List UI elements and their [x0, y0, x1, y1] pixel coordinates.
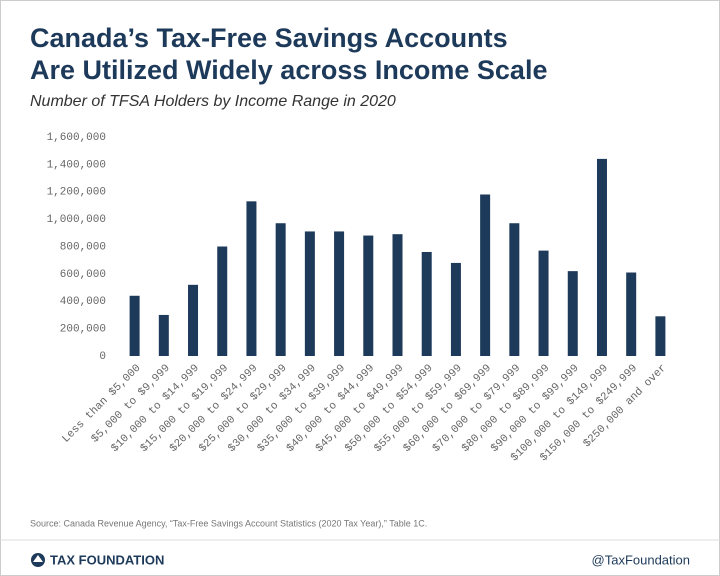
bar [538, 250, 549, 356]
bar [246, 201, 257, 356]
logo-glyph [33, 555, 43, 562]
bar [334, 231, 345, 356]
bar [421, 251, 432, 356]
y-tick-label: 600,000 [60, 269, 106, 281]
bar [626, 272, 637, 356]
y-tick-label: 1,400,000 [47, 159, 106, 171]
bar [158, 314, 169, 356]
footer-brand: TAX FOUNDATION [50, 552, 164, 567]
bar [363, 235, 374, 356]
bar [217, 246, 228, 356]
bar [567, 271, 578, 356]
bar [392, 234, 403, 356]
source: Source: Canada Revenue Agency, “Tax-Free… [30, 518, 427, 528]
bar [596, 158, 607, 356]
footer-handle: @TaxFoundation [592, 552, 690, 567]
bar [304, 231, 315, 356]
y-tick-label: 1,200,000 [47, 187, 106, 199]
bar [509, 223, 520, 356]
chart-title: Are Utilized Widely across Income Scale [30, 55, 547, 85]
bar [655, 316, 666, 356]
bar [129, 295, 140, 356]
y-tick-label: 0 [99, 351, 106, 363]
chart-title: Canada’s Tax-Free Savings Accounts [30, 23, 508, 53]
y-tick-label: 1,600,000 [47, 132, 106, 144]
y-tick-label: 800,000 [60, 241, 106, 253]
bar [188, 284, 199, 356]
chart-subtitle: Number of TFSA Holders by Income Range i… [30, 93, 396, 110]
bar [275, 223, 286, 356]
bar [450, 262, 461, 356]
y-tick-label: 1,000,000 [47, 214, 106, 226]
y-tick-label: 400,000 [60, 296, 106, 308]
bar [480, 194, 491, 356]
y-tick-label: 200,000 [60, 324, 106, 336]
